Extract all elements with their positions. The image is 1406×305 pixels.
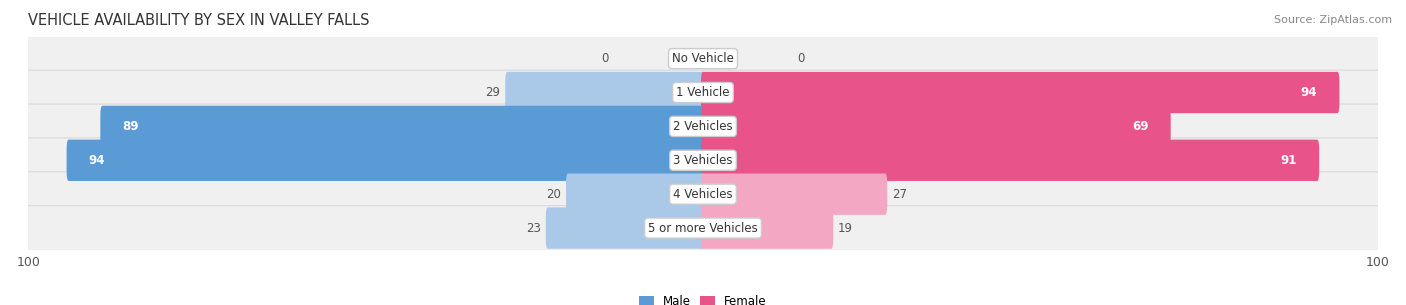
Text: 94: 94 [1301,86,1317,99]
Text: 29: 29 [485,86,501,99]
FancyBboxPatch shape [22,104,1384,149]
Text: 3 Vehicles: 3 Vehicles [673,154,733,167]
FancyBboxPatch shape [22,206,1384,250]
Text: 2 Vehicles: 2 Vehicles [673,120,733,133]
FancyBboxPatch shape [702,140,1319,181]
Text: 27: 27 [891,188,907,201]
Text: 19: 19 [838,221,853,235]
Text: 5 or more Vehicles: 5 or more Vehicles [648,221,758,235]
Text: 91: 91 [1281,154,1296,167]
Text: 1 Vehicle: 1 Vehicle [676,86,730,99]
FancyBboxPatch shape [567,174,704,215]
Text: 0: 0 [602,52,609,65]
FancyBboxPatch shape [22,70,1384,115]
Text: 94: 94 [89,154,105,167]
Text: 20: 20 [547,188,561,201]
FancyBboxPatch shape [22,36,1384,81]
FancyBboxPatch shape [22,138,1384,183]
FancyBboxPatch shape [702,207,834,249]
FancyBboxPatch shape [702,72,1340,113]
Text: No Vehicle: No Vehicle [672,52,734,65]
FancyBboxPatch shape [100,106,704,147]
Text: 23: 23 [526,221,541,235]
FancyBboxPatch shape [702,106,1171,147]
FancyBboxPatch shape [546,207,704,249]
Text: 0: 0 [797,52,804,65]
FancyBboxPatch shape [22,172,1384,217]
Legend: Male, Female: Male, Female [634,290,772,305]
FancyBboxPatch shape [505,72,704,113]
Text: 4 Vehicles: 4 Vehicles [673,188,733,201]
FancyBboxPatch shape [66,140,704,181]
Text: VEHICLE AVAILABILITY BY SEX IN VALLEY FALLS: VEHICLE AVAILABILITY BY SEX IN VALLEY FA… [28,13,370,28]
Text: 89: 89 [122,120,139,133]
Text: 69: 69 [1132,120,1149,133]
Text: Source: ZipAtlas.com: Source: ZipAtlas.com [1274,15,1392,25]
FancyBboxPatch shape [702,174,887,215]
